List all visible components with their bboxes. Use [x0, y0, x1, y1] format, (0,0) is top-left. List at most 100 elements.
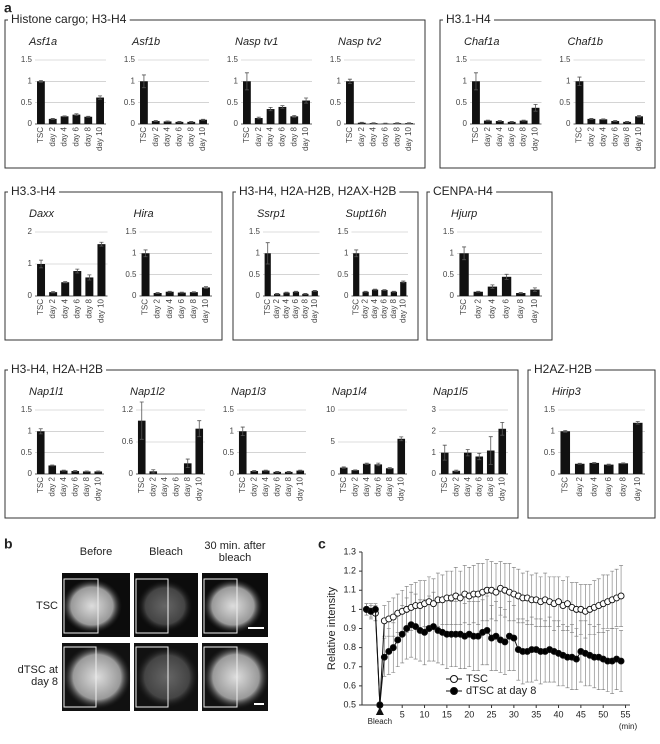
bar	[560, 431, 571, 474]
bar	[575, 81, 584, 124]
error-bar	[635, 421, 640, 425]
bar	[96, 97, 104, 124]
error-bar	[383, 122, 388, 125]
error-bar	[613, 120, 618, 122]
bar	[61, 282, 70, 296]
y-tick-label: 1.5	[544, 405, 556, 414]
error-bar	[364, 462, 369, 465]
y-tick-label: 0	[131, 119, 136, 128]
bar	[140, 81, 148, 124]
bar	[452, 470, 461, 474]
x-tick-label: day 10	[530, 298, 539, 323]
y-tick-label: 0	[28, 291, 33, 300]
bar	[165, 291, 174, 296]
error-bar	[509, 121, 514, 123]
y-tick-label: 1	[132, 248, 137, 257]
point	[572, 655, 580, 663]
bar	[632, 422, 643, 474]
bar	[199, 119, 207, 124]
error-bar	[363, 290, 368, 293]
x-tick-label: day 4	[266, 126, 275, 146]
bar	[85, 277, 94, 296]
x-tick-label: day 4	[362, 476, 371, 496]
error-bar	[51, 291, 56, 294]
bar	[189, 292, 198, 296]
row-label: TSC	[36, 600, 58, 612]
error-bar	[240, 426, 245, 436]
x-tick-label: day 10	[634, 126, 643, 151]
bar	[37, 264, 46, 296]
error-bar	[292, 115, 297, 118]
error-bar	[401, 280, 406, 284]
bar	[71, 471, 80, 474]
y-tick-label: 1.5	[337, 227, 349, 236]
x-tick-label: day 4	[369, 126, 378, 146]
point	[492, 588, 500, 596]
x-tick-label: day 10	[404, 126, 413, 151]
y-tick-label: 0.5	[223, 448, 235, 457]
legend-label: TSC	[466, 673, 488, 685]
y-tick-label: 0.6	[122, 437, 134, 446]
error-bar	[601, 118, 606, 121]
y-tick-label: 0.8	[343, 642, 356, 652]
error-bar	[139, 401, 144, 440]
bar	[587, 118, 596, 124]
point	[430, 623, 437, 631]
legend-marker	[450, 687, 458, 695]
chart-title: Chaf1a	[464, 36, 499, 48]
x-tick-label: day 2	[272, 298, 281, 318]
error-bar	[293, 290, 298, 293]
point	[376, 701, 384, 709]
y-tick-label: 0.6	[343, 680, 356, 690]
point	[421, 628, 428, 636]
x-tick-label: 10	[420, 709, 430, 719]
point	[403, 625, 411, 632]
bar	[483, 120, 492, 124]
error-bar	[454, 469, 459, 472]
bar	[195, 428, 204, 474]
bar	[599, 119, 608, 124]
bar	[266, 109, 275, 124]
x-tick-label: day 8	[189, 298, 198, 318]
point	[510, 634, 518, 642]
chart-title: Nasp tv1	[235, 36, 278, 48]
point	[501, 638, 509, 646]
y-tick-label: 1	[131, 76, 136, 85]
bar	[163, 121, 172, 124]
y-tick-label: 0	[337, 119, 342, 128]
bar	[495, 121, 504, 124]
bar	[623, 121, 632, 124]
chart-title: Nap1l3	[231, 386, 267, 398]
y-tick-label: 3	[432, 405, 437, 414]
x-tick-label: 30	[509, 709, 519, 719]
x-tick-label: day 10	[194, 476, 203, 501]
bar	[353, 253, 360, 296]
error-bar	[382, 289, 387, 291]
x-tick-label: day 10	[95, 126, 104, 151]
point	[394, 636, 402, 644]
y-tick-label: 0.5	[124, 98, 136, 107]
point	[398, 630, 406, 638]
y-axis-label: Relative intensity	[326, 586, 338, 670]
error-bar	[407, 122, 412, 124]
chart-title: Nap1l4	[332, 386, 367, 398]
bar	[183, 463, 192, 474]
bar	[137, 420, 146, 474]
bar	[516, 293, 526, 296]
x-tick-label: day 4	[165, 298, 174, 318]
y-tick-label: 1	[230, 426, 235, 435]
x-tick-label: day 4	[282, 298, 291, 318]
bar	[302, 100, 310, 124]
y-tick-label: 1.5	[456, 55, 468, 64]
group-title: H3-H4, H2A-H2B, H2AX-H2B	[239, 184, 396, 198]
error-bar	[485, 119, 490, 122]
error-bar	[359, 121, 364, 124]
error-bar	[61, 469, 66, 472]
x-tick-label: TSC	[263, 299, 272, 315]
error-bar	[606, 463, 611, 466]
error-bar	[477, 452, 482, 461]
error-bar	[371, 122, 376, 124]
error-bar	[263, 469, 268, 472]
bar	[283, 292, 290, 296]
point	[492, 632, 500, 640]
